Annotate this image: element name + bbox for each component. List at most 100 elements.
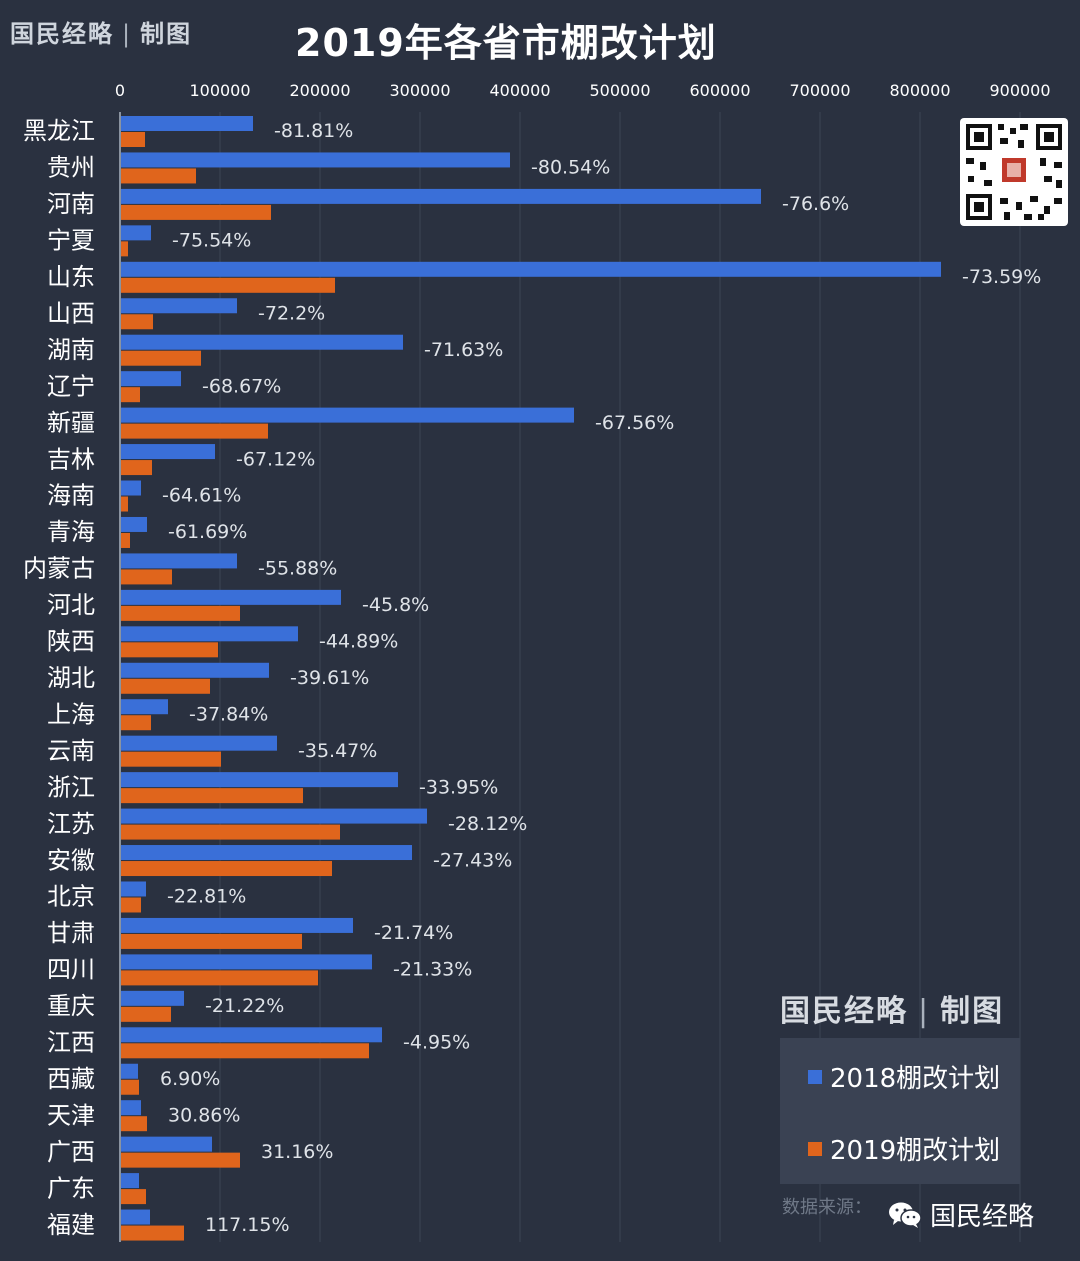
bar-2018 [121,116,253,131]
category-label: 天津 [47,1101,95,1129]
data-label: -21.33% [393,959,472,981]
x-tick-label: 300000 [389,81,450,100]
x-tick-label: 0 [115,81,125,100]
bar-2018 [121,662,269,678]
data-label: 30.86% [168,1104,240,1126]
bar-2018 [121,371,181,387]
data-label: -37.84% [189,703,268,725]
category-label: 北京 [47,883,95,911]
category-label: 辽宁 [47,372,95,400]
bar-2018 [121,407,574,423]
data-label: -45.8% [362,594,429,616]
bar-2019 [121,642,218,658]
bar-2018 [121,1063,138,1079]
data-label: -44.89% [319,631,398,653]
legend-brand-name: 国民经略 [780,994,908,1029]
bar-2019 [121,970,318,986]
bar-2019 [121,350,201,366]
bar-2019 [121,824,340,840]
bar-2018 [121,845,412,861]
data-label: -73.59% [962,266,1041,288]
legend-box: 2018棚改计划 2019棚改计划 [780,1038,1020,1184]
category-label: 江苏 [47,810,95,838]
category-label: 上海 [47,700,95,728]
data-label: -80.54% [531,157,610,179]
page-title: 2019年各省市棚改计划 [295,21,717,65]
x-tick-label: 700000 [789,81,850,100]
category-label: 吉林 [47,445,95,473]
category-label: 甘肃 [47,919,95,947]
data-label: -67.12% [236,448,315,470]
bar-2018 [121,990,184,1006]
bar-2019 [121,241,128,257]
bar-2019 [121,569,172,585]
legend: 国民经略 | 制图 2018棚改计划 2019棚改计划 [780,986,1030,1184]
category-label: 安徽 [47,846,95,874]
data-label: -4.95% [403,1032,470,1054]
data-label: -39.61% [290,667,369,689]
category-label: 山东 [47,263,95,291]
data-label: -55.88% [258,558,337,580]
data-label: -81.81% [274,120,353,142]
data-label: 31.16% [261,1141,333,1163]
data-label: -75.54% [172,230,251,252]
bar-2018 [121,589,341,605]
bar-2019 [121,1225,184,1241]
bar-2019 [121,496,128,512]
bar-2018 [121,881,146,897]
data-label: -28.12% [448,813,527,835]
bar-2018 [121,772,398,788]
bar-2019 [121,788,303,804]
bar-2018 [121,188,761,204]
data-label: -72.2% [258,302,325,324]
category-label: 浙江 [47,773,95,801]
wechat-icon [889,1202,922,1228]
qr-code-icon [960,118,1068,226]
legend-item-2018: 2018棚改计划 [808,1058,1000,1095]
x-tick-label: 200000 [289,81,350,100]
bar-2019 [121,897,141,913]
bar-2019 [121,1043,369,1059]
bar-2018 [121,334,403,350]
category-label: 湖南 [47,336,95,364]
bar-2018 [121,516,147,532]
bar-2019 [121,277,335,293]
bar-2019 [121,1189,146,1205]
data-label: -21.74% [374,922,453,944]
bar-2019 [121,1152,240,1168]
bar-2018 [121,1100,141,1116]
x-tick-label: 400000 [489,81,550,100]
bar-2019 [121,861,332,877]
bar-2018 [121,261,941,277]
data-label: -21.22% [205,995,284,1017]
category-label: 广西 [47,1138,95,1166]
category-label: 河北 [47,591,95,619]
legend-brand: 国民经略 | 制图 [780,986,1030,1030]
bar-2018 [121,735,277,751]
category-label: 海南 [47,482,95,510]
legend-swatch-2018 [808,1069,822,1084]
bar-2018 [121,553,237,569]
legend-brand-separator: | [918,994,931,1029]
data-label: 117.15% [205,1214,290,1236]
category-label: 山西 [47,299,95,327]
category-label: 陕西 [47,628,95,656]
data-label: -61.69% [168,521,247,543]
legend-brand-suffix: 制图 [940,994,1005,1029]
brand-separator: | [122,20,133,48]
category-label: 贵州 [47,154,95,182]
data-label: -71.63% [424,339,503,361]
x-tick-label: 100000 [189,81,250,100]
category-label: 黑龙江 [23,117,95,145]
category-label: 湖北 [47,664,95,692]
bar-2019 [121,132,145,147]
bar-2019 [121,1079,139,1095]
data-label: -67.56% [595,412,674,434]
x-tick-label: 900000 [989,81,1050,100]
category-label: 宁夏 [47,227,95,255]
bar-2018 [121,1209,150,1225]
bar-2018 [121,444,215,460]
category-label: 广东 [47,1174,95,1202]
bar-2018 [121,480,141,496]
